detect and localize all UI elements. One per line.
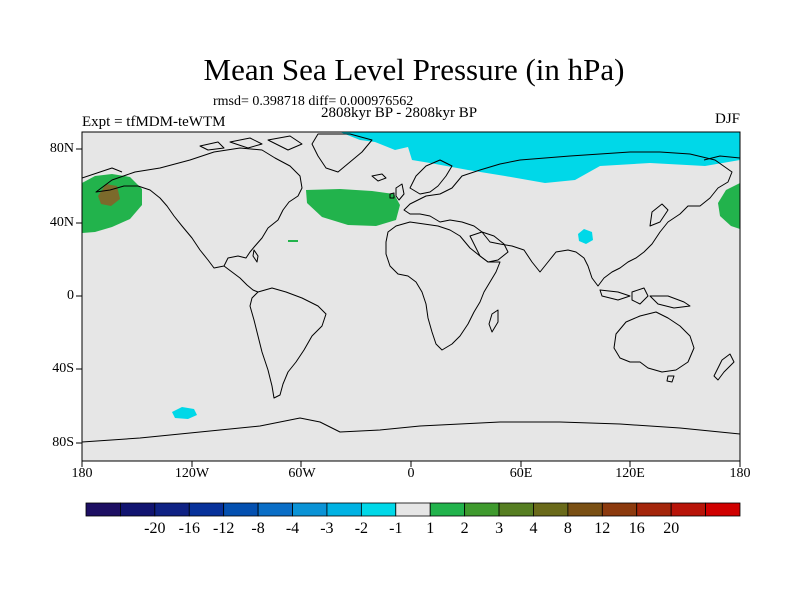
- colorbar-box: [292, 502, 328, 517]
- north-pacific-core-anomaly: [98, 184, 120, 206]
- lat-label-40s: 40S: [52, 361, 74, 376]
- lon-label-180e: 180: [729, 466, 751, 481]
- colorbar-box: [188, 502, 225, 517]
- lon-label-60e: 60E: [509, 466, 533, 481]
- lat-label-80n: 80N: [49, 141, 74, 156]
- colorbar-label: -1: [389, 520, 403, 537]
- colorbar-box: [429, 502, 466, 517]
- colorbar-box: [395, 502, 431, 517]
- experiment-label: Expt = tfMDM-teWTM: [82, 114, 226, 130]
- coastlines: [82, 133, 740, 443]
- colorbar-label: -16: [178, 520, 200, 537]
- colorbar-label: 3: [495, 520, 504, 537]
- stats-line: rmsd= 0.398718 diff= 0.000976562: [213, 94, 414, 109]
- lat-label-0: 0: [67, 288, 74, 303]
- bermuda-positive-anomaly: [288, 240, 298, 242]
- lon-ticks: [81, 461, 741, 467]
- period-line: 2808kyr BP - 2808kyr BP: [321, 105, 478, 121]
- colorbar: [85, 502, 741, 517]
- colorbar-label: -2: [354, 520, 369, 537]
- colorbar-box: [85, 502, 121, 517]
- tibet-negative-anomaly: [578, 229, 593, 244]
- colorbar-label: 4: [529, 520, 538, 537]
- colorbar-box: [601, 502, 638, 517]
- colorbar-label: -20: [144, 520, 166, 537]
- colorbar-box: [705, 502, 741, 517]
- colorbar-label: 12: [594, 520, 611, 537]
- north-atlantic-positive-anomaly: [306, 189, 400, 226]
- west-pacific-positive-anomaly: [718, 183, 740, 229]
- lat-ticks: [76, 148, 82, 444]
- lon-label-120w: 120W: [174, 466, 210, 481]
- south-pacific-negative-anomaly: [172, 407, 197, 419]
- colorbar-box: [464, 502, 500, 517]
- colorbar-label: 1: [426, 520, 435, 537]
- colorbar-label: -3: [320, 520, 334, 537]
- lon-label-0: 0: [407, 466, 415, 481]
- colorbar-label: -8: [251, 520, 265, 537]
- colorbar-box: [636, 502, 672, 517]
- lon-label-120e: 120E: [615, 466, 645, 481]
- map-title: Mean Sea Level Pressure (in hPa): [203, 52, 625, 87]
- colorbar-box: [360, 502, 397, 517]
- colorbar-box: [567, 502, 603, 517]
- lat-label-80s: 80S: [52, 435, 74, 450]
- colorbar-box: [223, 502, 259, 517]
- colorbar-box: [498, 502, 534, 517]
- colorbar-box: [533, 502, 569, 517]
- lat-label-40n: 40N: [49, 215, 74, 230]
- colorbar-label: 20: [663, 520, 680, 537]
- colorbar-label: -12: [213, 520, 235, 537]
- arctic-negative-anomaly: [340, 132, 740, 183]
- colorbar-box: [670, 502, 706, 517]
- colorbar-box: [257, 502, 293, 517]
- lon-label-60w: 60W: [288, 466, 316, 481]
- anomaly-layer: [82, 132, 740, 443]
- colorbar-box: [154, 502, 190, 517]
- colorbar-label: 16: [628, 520, 645, 537]
- season-label: DJF: [714, 111, 740, 127]
- colorbar-label: -4: [285, 520, 300, 537]
- colorbar-box: [326, 502, 362, 517]
- colorbar-box: [120, 502, 156, 517]
- colorbar-label: 8: [563, 520, 572, 537]
- lon-label-180w: 180: [71, 466, 93, 481]
- colorbar-label: 2: [460, 520, 469, 537]
